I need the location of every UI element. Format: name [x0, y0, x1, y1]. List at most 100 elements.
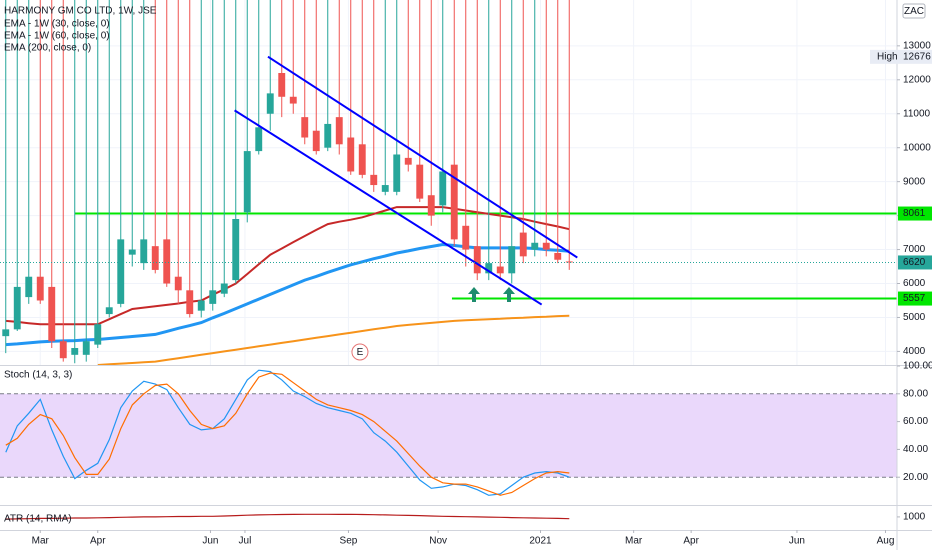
- price-label-box: [898, 291, 932, 306]
- candle-body: [324, 123, 332, 148]
- candle-body: [13, 286, 21, 330]
- y-tick-label: 60.00: [903, 416, 928, 427]
- candle-body: [186, 290, 194, 315]
- candle-body: [531, 242, 539, 250]
- x-tick-label: Mar: [32, 536, 50, 547]
- candle-body: [128, 249, 136, 255]
- atr-pane: [5, 513, 570, 520]
- candle-body: [404, 157, 412, 165]
- line-series: [97, 314, 570, 365]
- x-tick-label: Jul: [239, 536, 252, 547]
- candle-body: [163, 239, 171, 284]
- legend-entry: EMA - 1W (60, close, 0): [4, 31, 110, 42]
- x-tick-label: 2021: [529, 536, 552, 547]
- y-tick-label: 20.00: [903, 472, 928, 483]
- pane-title: Stoch (14, 3, 3): [4, 370, 72, 381]
- y-tick-label: 13000: [903, 40, 931, 51]
- last-price-box: [898, 255, 932, 270]
- candle-body: [542, 242, 550, 250]
- candle-body: [117, 239, 125, 304]
- candle-body: [312, 130, 320, 152]
- candle-body: [301, 117, 309, 138]
- trendline: [234, 109, 543, 306]
- candle-body: [427, 195, 435, 216]
- chart-title: HARMONY GM CO LTD, 1W, JSE: [4, 6, 157, 17]
- candle-body: [174, 276, 182, 291]
- candle-body: [519, 232, 527, 257]
- candle-body: [554, 252, 562, 260]
- candle-body: [473, 246, 481, 274]
- y-tick-label: 80.00: [903, 388, 928, 399]
- arrows: [468, 287, 515, 302]
- x-tick-label: Mar: [625, 536, 643, 547]
- candle-body: [462, 225, 470, 250]
- candle-body: [255, 127, 263, 152]
- high-label: High: [877, 51, 898, 62]
- legend-entry: EMA - 1W (30, close, 0): [4, 19, 110, 30]
- earnings-label: E: [357, 347, 364, 358]
- currency: ZAC: [904, 6, 924, 17]
- candle-body: [278, 73, 286, 97]
- candle-body: [381, 185, 389, 192]
- candle-body: [289, 96, 297, 104]
- stoch-band: [0, 393, 897, 478]
- y-tick-label: 40.00: [903, 444, 928, 455]
- candle-body: [2, 329, 10, 337]
- legend-entry: EMA (200, close, 0): [4, 43, 91, 54]
- price-label: 8061: [903, 208, 926, 219]
- high-box: [870, 49, 932, 64]
- y-tick-label: 100.00: [903, 361, 932, 372]
- line-series: [5, 513, 570, 520]
- price-label: 5557: [903, 293, 926, 304]
- candle-body: [220, 283, 228, 294]
- line-series: [5, 369, 570, 496]
- x-tick-label: Nov: [429, 536, 447, 547]
- candle-body: [36, 276, 44, 301]
- candle-body: [439, 171, 447, 206]
- x-tick-label: Sep: [340, 536, 358, 547]
- candle-body: [94, 324, 102, 345]
- candle-body: [209, 290, 217, 304]
- x-tick-label: Jun: [202, 536, 218, 547]
- candle-body: [232, 219, 240, 281]
- candle-body: [151, 246, 159, 270]
- pane-title: ATR (14, RMA): [4, 514, 72, 525]
- candle-body: [140, 239, 148, 264]
- candle-body: [565, 261, 573, 263]
- up-arrow: [503, 287, 515, 302]
- x-tick-label: Apr: [683, 536, 699, 547]
- candle-body: [485, 263, 493, 274]
- candle-body: [358, 144, 366, 175]
- candle-body: [59, 341, 67, 359]
- x-tick-label: Apr: [90, 536, 106, 547]
- line-series: [5, 206, 570, 326]
- candle-body: [197, 300, 205, 311]
- candle-body: [243, 151, 251, 213]
- candle-body: [266, 93, 274, 114]
- main-pane: E: [0, 0, 897, 365]
- y-tick-label: 4000: [903, 346, 926, 357]
- candle-body: [508, 246, 516, 274]
- candle-body: [370, 174, 378, 186]
- price-label-box: [898, 206, 932, 221]
- y-tick-label: 6000: [903, 278, 926, 289]
- currency-box[interactable]: [902, 3, 926, 19]
- y-tick-label: 10000: [903, 142, 931, 153]
- x-tick-label: Aug: [877, 536, 895, 547]
- legend: HARMONY GM CO LTD, 1W, JSE EMA - 1W (30,…: [4, 6, 157, 525]
- candle-body: [450, 164, 458, 240]
- y-tick-label: 7000: [903, 244, 926, 255]
- candle-body: [25, 276, 33, 298]
- stoch-pane: [0, 369, 897, 496]
- candle-body: [48, 286, 56, 342]
- candle-body: [105, 307, 113, 315]
- up-arrow: [468, 287, 480, 302]
- line-series: [5, 372, 570, 496]
- y-tick-label: 12000: [903, 74, 931, 85]
- candle-body: [416, 164, 424, 199]
- x-tick-label: Jun: [789, 536, 805, 547]
- high-value: 12676: [903, 51, 931, 62]
- y-tick-label: 11000: [903, 108, 931, 119]
